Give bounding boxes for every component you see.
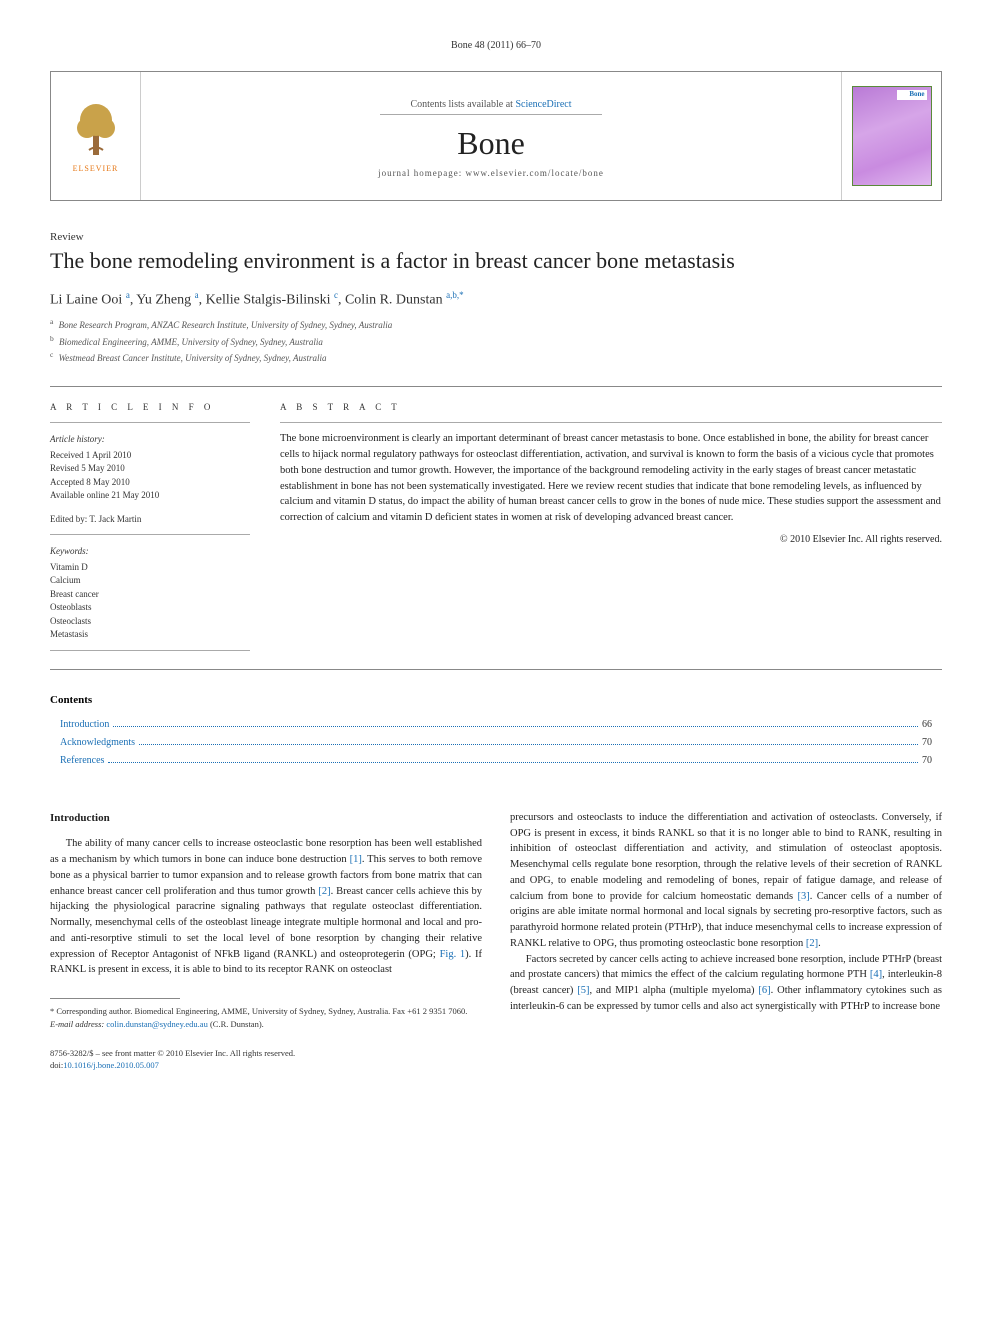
front-matter-line: 8756-3282/$ – see front matter © 2010 El… bbox=[50, 1047, 482, 1060]
footer: 8756-3282/$ – see front matter © 2010 El… bbox=[50, 1047, 482, 1073]
toc-leader-dots bbox=[113, 726, 918, 727]
reference-link[interactable]: [2] bbox=[806, 938, 818, 949]
toc-row[interactable]: Introduction 66 bbox=[60, 716, 932, 734]
reference-link[interactable]: [3] bbox=[797, 891, 809, 902]
keyword: Metastasis bbox=[50, 628, 250, 642]
corresponding-author-note: * Corresponding author. Biomedical Engin… bbox=[50, 1005, 482, 1018]
contents-lists-line: Contents lists available at ScienceDirec… bbox=[380, 95, 601, 115]
journal-header: ELSEVIER Contents lists available at Sci… bbox=[50, 71, 942, 201]
toc-page: 70 bbox=[922, 734, 932, 752]
affiliations: a Bone Research Program, ANZAC Research … bbox=[50, 316, 942, 366]
affiliation: c Westmead Breast Cancer Institute, Univ… bbox=[50, 349, 942, 366]
figure-link[interactable]: Fig. 1 bbox=[440, 949, 466, 960]
reference-link[interactable]: [6] bbox=[758, 985, 770, 996]
reference-link[interactable]: [5] bbox=[577, 985, 589, 996]
doi-prefix: doi: bbox=[50, 1060, 63, 1070]
sciencedirect-link[interactable]: ScienceDirect bbox=[515, 99, 571, 110]
history-line: Available online 21 May 2010 bbox=[50, 489, 250, 503]
edited-by: Edited by: T. Jack Martin bbox=[50, 513, 250, 527]
journal-cover-thumb: Bone bbox=[841, 72, 941, 200]
keyword: Calcium bbox=[50, 574, 250, 588]
reference-link[interactable]: [4] bbox=[870, 969, 882, 980]
corresponding-email[interactable]: colin.dunstan@sydney.edu.au bbox=[106, 1019, 207, 1029]
abstract-label: A B S T R A C T bbox=[280, 401, 942, 415]
body-columns: Introduction The ability of many cancer … bbox=[50, 810, 942, 1072]
keywords-label: Keywords: bbox=[50, 545, 250, 559]
toc-row[interactable]: Acknowledgments 70 bbox=[60, 734, 932, 752]
history-line: Revised 5 May 2010 bbox=[50, 462, 250, 476]
cover-brand: Bone bbox=[909, 90, 924, 98]
authors: Li Laine Ooi a, Yu Zheng a, Kellie Stalg… bbox=[50, 290, 942, 309]
article-info: A R T I C L E I N F O Article history: R… bbox=[50, 401, 250, 659]
toc-label: References bbox=[60, 752, 104, 770]
toc-row[interactable]: References 70 bbox=[60, 752, 932, 770]
reference-link[interactable]: [1] bbox=[350, 854, 362, 865]
toc-leader-dots bbox=[108, 762, 918, 763]
abstract-text: The bone microenvironment is clearly an … bbox=[280, 431, 942, 526]
footnote-rule bbox=[50, 998, 180, 999]
body-paragraph: The ability of many cancer cells to incr… bbox=[50, 836, 482, 978]
toc-leader-dots bbox=[139, 744, 918, 745]
article-type: Review bbox=[50, 231, 942, 243]
body-paragraph: Factors secreted by cancer cells acting … bbox=[510, 952, 942, 1015]
affiliation: b Biomedical Engineering, AMME, Universi… bbox=[50, 333, 942, 350]
article-info-label: A R T I C L E I N F O bbox=[50, 401, 250, 415]
running-head: Bone 48 (2011) 66–70 bbox=[50, 40, 942, 51]
intro-heading: Introduction bbox=[50, 810, 482, 827]
affiliation: a Bone Research Program, ANZAC Research … bbox=[50, 316, 942, 333]
toc-label: Introduction bbox=[60, 716, 109, 734]
contents-prefix: Contents lists available at bbox=[410, 99, 515, 110]
keyword: Osteoclasts bbox=[50, 615, 250, 629]
abstract: A B S T R A C T The bone microenvironmen… bbox=[280, 401, 942, 659]
keyword: Osteoblasts bbox=[50, 601, 250, 615]
toc-heading: Contents bbox=[50, 694, 942, 706]
body-paragraph: precursors and osteoclasts to induce the… bbox=[510, 810, 942, 952]
keyword: Vitamin D bbox=[50, 561, 250, 575]
table-of-contents: Introduction66Acknowledgments70Reference… bbox=[50, 716, 942, 790]
email-label: E-mail address: bbox=[50, 1019, 106, 1029]
journal-homepage: journal homepage: www.elsevier.com/locat… bbox=[378, 168, 604, 178]
history-line: Accepted 8 May 2010 bbox=[50, 476, 250, 490]
email-suffix: (C.R. Dunstan). bbox=[208, 1019, 264, 1029]
elsevier-tree-icon bbox=[71, 100, 121, 160]
publisher-name: ELSEVIER bbox=[73, 164, 119, 173]
history-line: Received 1 April 2010 bbox=[50, 449, 250, 463]
abstract-copyright: © 2010 Elsevier Inc. All rights reserved… bbox=[280, 532, 942, 547]
journal-name: Bone bbox=[457, 125, 525, 162]
doi-link[interactable]: 10.1016/j.bone.2010.05.007 bbox=[63, 1060, 159, 1070]
reference-link[interactable]: [2] bbox=[318, 886, 330, 897]
toc-page: 70 bbox=[922, 752, 932, 770]
footnotes: * Corresponding author. Biomedical Engin… bbox=[50, 1005, 482, 1031]
keyword: Breast cancer bbox=[50, 588, 250, 602]
publisher-logo: ELSEVIER bbox=[51, 72, 141, 200]
article-title: The bone remodeling environment is a fac… bbox=[50, 247, 942, 276]
toc-label: Acknowledgments bbox=[60, 734, 135, 752]
history-label: Article history: bbox=[50, 433, 250, 447]
toc-page: 66 bbox=[922, 716, 932, 734]
header-center: Contents lists available at ScienceDirec… bbox=[141, 72, 841, 200]
